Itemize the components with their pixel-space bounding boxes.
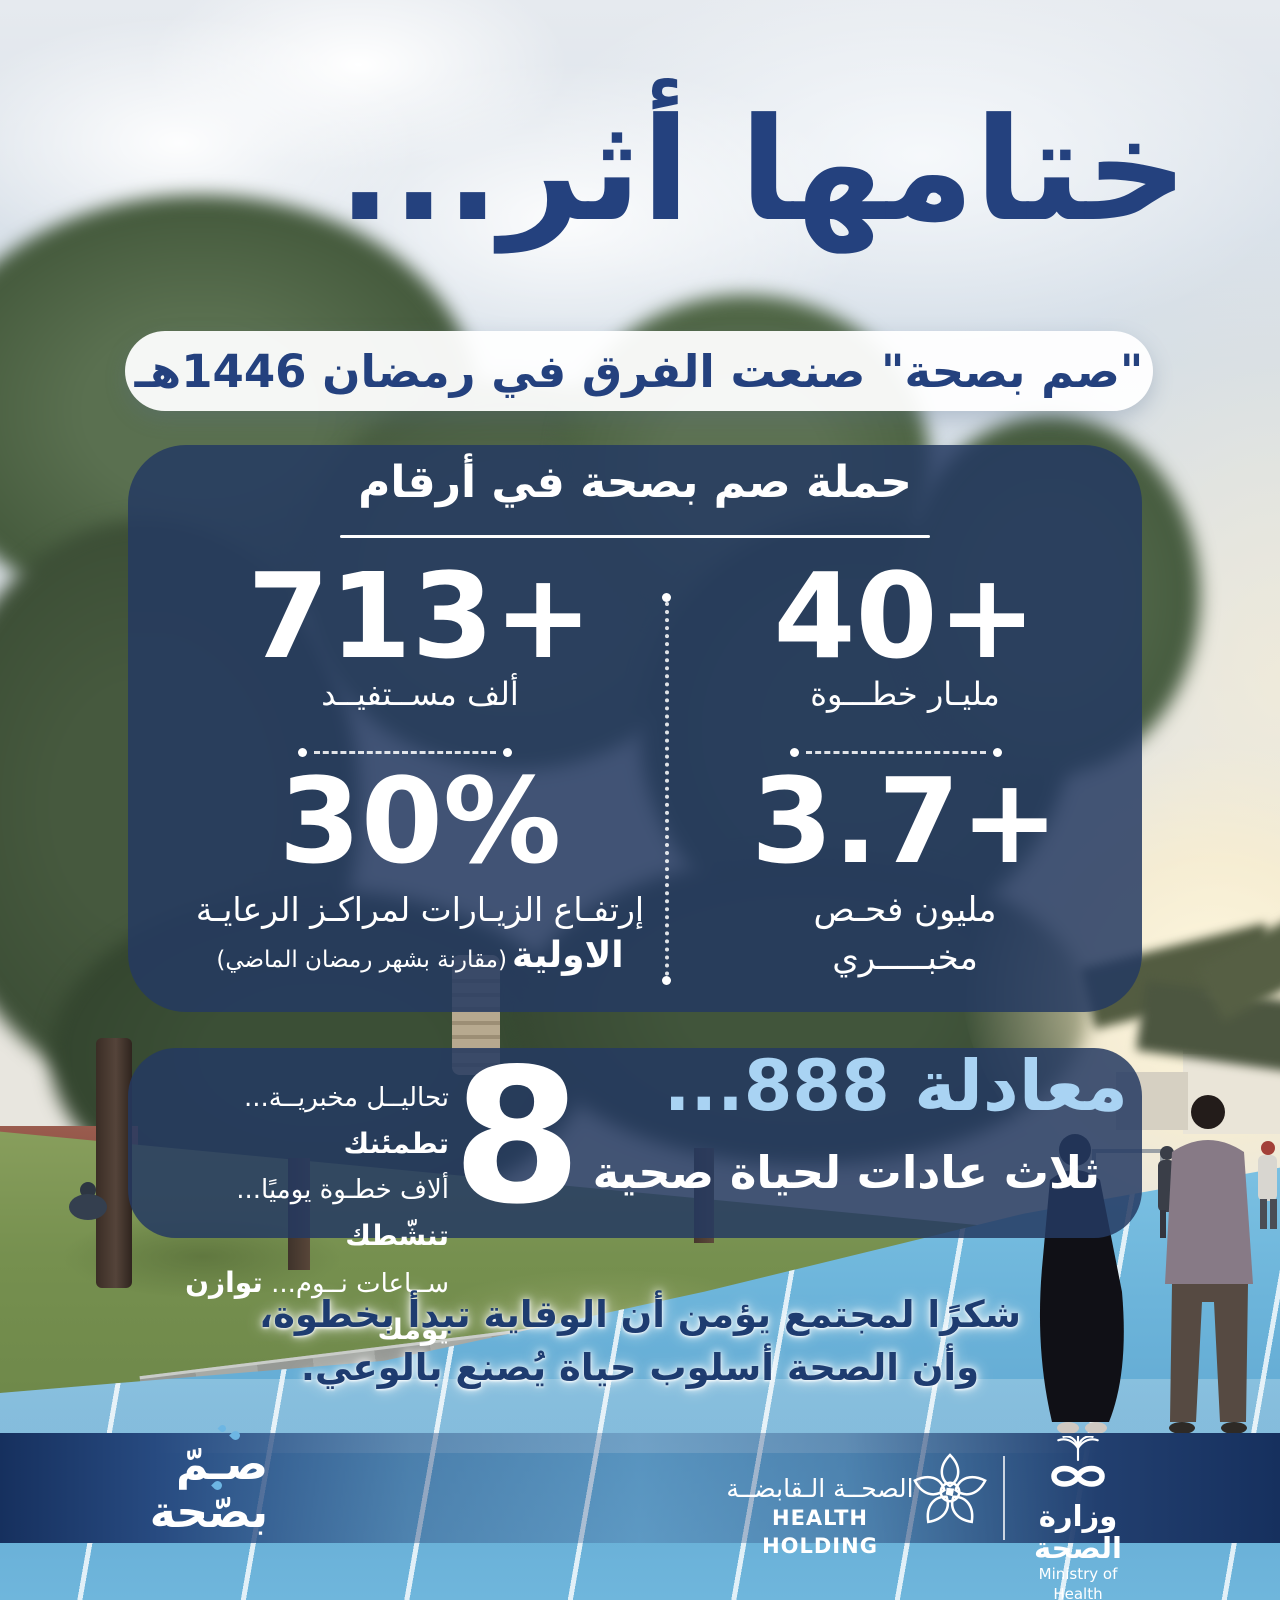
habit-bold: تطمئنك bbox=[343, 1127, 450, 1160]
stat-visits-sublabel-bold: الاولية bbox=[512, 935, 624, 976]
separator-dot bbox=[993, 748, 1002, 757]
equation-big-number: 8 bbox=[452, 1028, 582, 1245]
separator-dot bbox=[298, 748, 307, 757]
habit-line: ألاف خطـوة يوميًا... تنشّطك bbox=[155, 1168, 449, 1260]
stat-steps-value: 40+ bbox=[773, 547, 1037, 685]
moh-palm-infinity-icon bbox=[1051, 1434, 1105, 1487]
stat-steps-label: مليـار خطـــوة bbox=[810, 675, 1000, 713]
stats-panel: حملة صم بصحة في أرقام 713+ ألف مســتفيــ… bbox=[128, 445, 1142, 1012]
separator-dot bbox=[790, 748, 799, 757]
stat-labtests-value: 3.7+ bbox=[751, 752, 1059, 890]
thanks-line-2: وأن الصحة أسلوب حياة يُصنع بالوعي. bbox=[300, 1346, 980, 1389]
equation-title: معادلة 888... bbox=[663, 1045, 1128, 1127]
moh-english-name: Ministry of Health bbox=[1038, 1565, 1118, 1600]
stat-labtests-label: مليون فحـص bbox=[813, 890, 997, 930]
habits-list: تحاليــل مخبريــة... تطمئنك ألاف خطـوة ي… bbox=[155, 1076, 449, 1354]
stat-labtests-label2: مخبـــــري bbox=[832, 938, 978, 978]
dashed-separator bbox=[790, 748, 1002, 757]
campaign-logo: صـمّ بصّحة bbox=[148, 1423, 268, 1538]
separator-dot bbox=[503, 748, 512, 757]
campaign-logo-line2: بصّحة bbox=[149, 1487, 268, 1538]
stats-panel-header: حملة صم بصحة في أرقام bbox=[358, 457, 912, 508]
habit-text: تحاليــل مخبريــة... bbox=[243, 1083, 449, 1113]
footer-divider bbox=[1003, 1456, 1005, 1540]
habit-line: ســاعات نــوم... توازن يومك bbox=[155, 1260, 449, 1354]
stat-visits-note: (مقارنة بشهر رمضان الماضي) bbox=[216, 947, 507, 973]
page-title: ختامها أثر... bbox=[337, 88, 1188, 253]
thanks-message: شكرًا لمجتمع يؤمن أن الوقاية تبدأ بخطوة،… bbox=[0, 1288, 1280, 1394]
tree-trunk bbox=[96, 1038, 132, 1288]
separator-line bbox=[314, 751, 496, 754]
equation-panel: معادلة 888... ثلاث عادات لحياة صحية 8 تح… bbox=[128, 1044, 1142, 1346]
header-underline bbox=[340, 535, 930, 538]
equation-subtitle: ثلاث عادات لحياة صحية bbox=[592, 1146, 1100, 1199]
habit-bold: تنشّطك bbox=[345, 1219, 449, 1252]
habit-text: ســاعات نــوم... bbox=[262, 1269, 449, 1299]
stat-visits-sublabel: الاولية (مقارنة بشهر رمضان الماضي) bbox=[170, 935, 670, 976]
stat-visits-value: 30% bbox=[278, 752, 562, 890]
separator-dot bbox=[662, 593, 671, 602]
stat-visits-label: إرتفـاع الزيـارات لمراكـز الرعايـة bbox=[195, 890, 645, 929]
stat-beneficiaries-label: ألف مســتفيــد bbox=[321, 675, 519, 713]
habit-line: تحاليــل مخبريــة... تطمئنك bbox=[155, 1076, 449, 1168]
thanks-line-1: شكرًا لمجتمع يؤمن أن الوقاية تبدأ بخطوة، bbox=[259, 1293, 1021, 1336]
subtitle-banner: "صم بصحة" صنعت الفرق في رمضان 1446هـ bbox=[125, 331, 1153, 411]
subtitle-banner-text: "صم بصحة" صنعت الفرق في رمضان 1446هـ bbox=[134, 344, 1144, 398]
campaign-logo-line1: صـمّ bbox=[175, 1439, 268, 1490]
stat-beneficiaries-value: 713+ bbox=[247, 547, 593, 685]
separator-dot bbox=[662, 976, 671, 985]
moh-logo: وزارة الصحة Ministry of Health bbox=[1014, 1434, 1142, 1600]
health-holding-flower-icon bbox=[913, 1453, 987, 1524]
habit-text: ألاف خطـوة يوميًا... bbox=[236, 1175, 449, 1205]
separator-line bbox=[806, 751, 986, 754]
health-holding-english: HEALTH HOLDING bbox=[762, 1506, 878, 1558]
dotted-vertical-divider bbox=[662, 593, 671, 985]
habit-bold: توازن يومك bbox=[185, 1266, 449, 1346]
separator-line bbox=[664, 602, 669, 976]
dashed-separator bbox=[298, 748, 512, 757]
health-holding-wordmark: الصحــة الـقابضــة HEALTH HOLDING bbox=[722, 1474, 918, 1560]
moh-arabic-name: وزارة الصحة bbox=[1034, 1499, 1122, 1565]
health-holding-arabic: الصحــة الـقابضــة bbox=[726, 1474, 914, 1503]
